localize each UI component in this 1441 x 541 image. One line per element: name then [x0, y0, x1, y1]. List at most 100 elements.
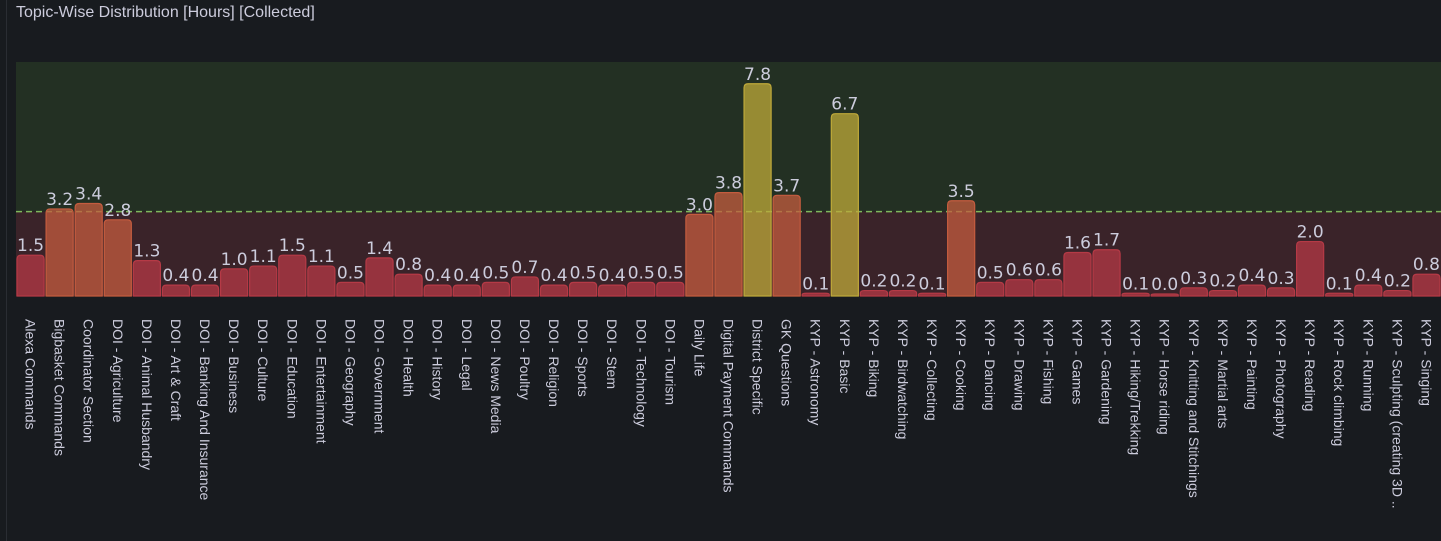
- x-tick-label: KYP - Games: [1069, 319, 1085, 404]
- x-tick-label: DOI - Education: [284, 319, 300, 419]
- bar-22[interactable]: [657, 282, 684, 296]
- bar-16[interactable]: [482, 282, 509, 296]
- x-tick-label: KYP - Painting: [1244, 319, 1260, 410]
- bar-value-label: 0.4: [1238, 266, 1265, 286]
- bar-value-label: 3.2: [46, 190, 73, 210]
- bar-value-label: 0.7: [511, 258, 538, 278]
- x-tick-label: KYP - Dancing: [982, 319, 998, 411]
- x-tick-label: District Specific: [750, 319, 766, 415]
- bar-value-label: 1.5: [17, 236, 44, 256]
- x-tick-label: DOI - Legal: [459, 319, 475, 391]
- x-tick-label: KYP - Cooking: [953, 319, 969, 411]
- x-tick-label: KYP - Basic: [837, 319, 853, 393]
- bar-5[interactable]: [162, 285, 189, 296]
- bar-value-label: 1.6: [1064, 233, 1091, 253]
- x-tick-label: DOI - History: [430, 319, 446, 400]
- bar-10[interactable]: [308, 266, 335, 296]
- bar-value-label: 0.8: [395, 255, 422, 275]
- x-tick-label: Daily Life: [691, 319, 707, 377]
- bar-0[interactable]: [17, 255, 44, 296]
- bar-19[interactable]: [570, 282, 597, 296]
- bar-value-label: 0.4: [162, 266, 189, 286]
- x-tick-label: KYP - Biking: [866, 319, 882, 397]
- bar-value-label: 2.0: [1297, 223, 1324, 243]
- bar-value-label: 0.2: [1209, 272, 1236, 292]
- x-tick-label: DOI - Entertainment: [313, 319, 329, 444]
- x-tick-label: KYP - Sculpting (creating 3D ..: [1389, 319, 1405, 509]
- bar-24[interactable]: [715, 193, 742, 296]
- x-tick-label: KYP - Collecting: [924, 319, 940, 421]
- bar-20[interactable]: [599, 285, 626, 296]
- x-tick-label: DOI - News Media: [488, 319, 504, 434]
- bar-44[interactable]: [1297, 242, 1324, 296]
- bar-46[interactable]: [1355, 285, 1382, 296]
- bar-32[interactable]: [948, 201, 975, 296]
- bar-value-label: 3.0: [686, 195, 713, 215]
- x-tick-label: DOI - Government: [372, 319, 388, 433]
- bar-value-label: 0.5: [337, 263, 364, 283]
- bar-value-label: 2.8: [104, 201, 131, 221]
- bar-4[interactable]: [133, 261, 160, 296]
- bar-33[interactable]: [977, 282, 1004, 296]
- bar-value-label: 1.3: [133, 242, 160, 262]
- x-tick-label: DOI - Health: [401, 319, 417, 397]
- bar-28[interactable]: [831, 114, 858, 296]
- x-tick-label: DOI - Animal Husbandry: [139, 319, 155, 470]
- bar-18[interactable]: [540, 285, 567, 296]
- bar-value-label: 0.5: [570, 263, 597, 283]
- bar-42[interactable]: [1238, 285, 1265, 296]
- x-tick-label: DOI - Art & Craft: [168, 319, 184, 421]
- bar-value-label: 0.8: [1413, 255, 1440, 275]
- bar-34[interactable]: [1006, 280, 1033, 296]
- bar-11[interactable]: [337, 282, 364, 296]
- bar-value-label: 3.8: [715, 174, 742, 194]
- x-tick-label: KYP - Birdwatching: [895, 319, 911, 439]
- x-tick-label: KYP - Horse riding: [1157, 319, 1173, 435]
- bar-37[interactable]: [1093, 250, 1120, 296]
- bar-value-label: 0.2: [889, 272, 916, 292]
- bar-6[interactable]: [191, 285, 218, 296]
- bar-15[interactable]: [453, 285, 480, 296]
- bar-3[interactable]: [104, 220, 131, 296]
- x-tick-label: KYP - Fishing: [1040, 319, 1056, 404]
- bar-value-label: 0.4: [540, 266, 567, 286]
- bar-35[interactable]: [1035, 280, 1062, 296]
- x-tick-label: Digital Payment Commands: [721, 319, 737, 493]
- bar-21[interactable]: [628, 282, 655, 296]
- bar-value-label: 7.8: [744, 65, 771, 85]
- bar-13[interactable]: [395, 274, 422, 296]
- x-tick-label: DOI - Geography: [342, 319, 358, 426]
- bar-36[interactable]: [1064, 252, 1091, 296]
- bar-1[interactable]: [46, 209, 73, 296]
- bar-value-label: 3.4: [75, 184, 102, 204]
- bar-14[interactable]: [424, 285, 451, 296]
- bar-value-label: 6.7: [831, 95, 858, 115]
- bar-43[interactable]: [1268, 288, 1295, 296]
- x-tick-label: KYP - Photography: [1273, 319, 1289, 439]
- bar-8[interactable]: [250, 266, 277, 296]
- bar-value-label: 0.5: [977, 263, 1004, 283]
- bar-17[interactable]: [511, 277, 538, 296]
- bar-value-label: 0.1: [919, 274, 946, 294]
- bar-25[interactable]: [744, 84, 771, 296]
- bar-value-label: 0.2: [1384, 272, 1411, 292]
- bar-23[interactable]: [686, 214, 713, 296]
- bar-value-label: 0.1: [1122, 274, 1149, 294]
- bar-7[interactable]: [221, 269, 248, 296]
- bar-9[interactable]: [279, 255, 306, 296]
- bar-12[interactable]: [366, 258, 393, 296]
- bar-value-label: 0.4: [424, 266, 451, 286]
- x-tick-label: Bigbasket Commands: [52, 319, 68, 456]
- bar-value-label: 3.7: [773, 176, 800, 196]
- x-tick-label: KYP - Knitting and Stitchings: [1186, 319, 1202, 498]
- bar-2[interactable]: [75, 203, 102, 296]
- x-tick-label: DOI - Tourism: [662, 319, 678, 405]
- x-tick-label: DOI - Poultry: [517, 319, 533, 400]
- bar-value-label: 0.2: [860, 272, 887, 292]
- x-tick-label: KYP - Singing: [1418, 319, 1434, 406]
- bar-value-label: 1.5: [279, 236, 306, 256]
- bar-48[interactable]: [1413, 274, 1440, 296]
- bar-26[interactable]: [773, 195, 800, 296]
- bar-value-label: 0.6: [1035, 261, 1062, 281]
- bar-40[interactable]: [1180, 288, 1207, 296]
